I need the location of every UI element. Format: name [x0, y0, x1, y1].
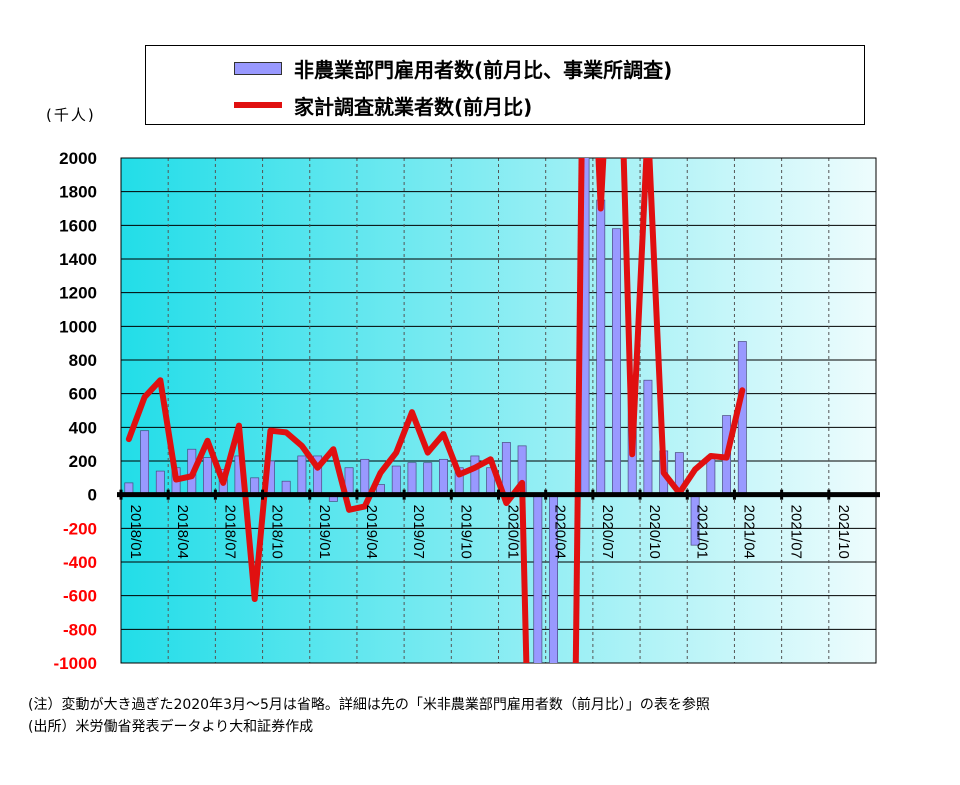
- bar-offscale: [533, 494, 543, 663]
- bar: [407, 462, 417, 496]
- y-tick-label: 1400: [59, 250, 97, 269]
- x-tick-label: 2020/01: [505, 505, 522, 559]
- bar: [612, 228, 621, 496]
- y-tick-label: 1200: [59, 284, 97, 303]
- x-tick-label: 2019/01: [316, 505, 333, 559]
- bar: [439, 458, 448, 496]
- line-segment: [125, 377, 526, 603]
- line-plunge: [519, 482, 530, 663]
- x-tick-label: 2019/10: [457, 505, 474, 559]
- y-tick-label: 1800: [59, 183, 97, 202]
- y-tick-label: 1000: [59, 317, 97, 336]
- x-tick-label: 2021/07: [788, 505, 805, 559]
- y-tick-label: -800: [63, 620, 97, 639]
- y-axis-ticks: 2000180016001400120010008006004002000-20…: [54, 149, 97, 673]
- footnote-source: (出所）米労働省発表データより大和証券作成: [28, 719, 314, 735]
- y-tick-label: 0: [88, 486, 97, 505]
- x-tick-label: 2020/07: [599, 505, 616, 559]
- x-tick-label: 2018/04: [174, 505, 191, 559]
- x-tick-label: 2020/10: [646, 505, 663, 559]
- x-axis-ticks: 2018/01 2018/04 2018/07 2018/10 2019/01 2019/…: [127, 505, 852, 559]
- x-tick-label: 2019/04: [363, 505, 380, 559]
- x-tick-label: 2018/07: [221, 505, 238, 559]
- bar: [643, 379, 653, 496]
- legend-line-label: 家計調査就業者数(前月比): [294, 94, 533, 119]
- y-tick-label: 800: [69, 351, 97, 370]
- legend-item-bars: 非農業部門雇用者数(前月比、事業所調査): [234, 55, 673, 82]
- y-tick-label: -200: [63, 519, 97, 538]
- x-tick-label: 2021/10: [835, 505, 852, 559]
- footnotes: (注）変動が大き過ぎた2020年3月～5月は省略。詳細は先の「米非農業部門雇用者…: [28, 694, 710, 738]
- zero-axis: [117, 489, 880, 500]
- x-tick-label: 2019/07: [410, 505, 427, 559]
- y-tick-label: -400: [63, 553, 97, 572]
- bar: [423, 462, 433, 496]
- bar: [737, 341, 747, 496]
- y-tick-label: 200: [69, 452, 97, 471]
- legend-bar-swatch: [234, 61, 282, 75]
- y-unit-label: (千人): [46, 106, 96, 124]
- bar: [203, 457, 212, 496]
- grid: [120, 157, 877, 664]
- bar: [391, 465, 401, 496]
- plot-border: [120, 157, 877, 664]
- x-tick-label: 2021/04: [740, 505, 757, 559]
- legend-line-swatch: [234, 102, 282, 108]
- y-tick-label: -1000: [54, 654, 97, 673]
- bar: [596, 199, 606, 496]
- legend-item-line: 家計調査就業者数(前月比): [234, 92, 533, 119]
- x-tick-label: 2021/01: [693, 505, 710, 559]
- x-tick-label: 2018/10: [269, 505, 286, 559]
- y-tick-label: 400: [69, 418, 97, 437]
- bar: [155, 470, 165, 496]
- line-rise: [572, 158, 585, 663]
- line-series: [125, 158, 746, 663]
- line-segment: [595, 158, 746, 496]
- bar: [360, 458, 370, 496]
- bar: [140, 430, 150, 496]
- y-tick-label: 1600: [59, 216, 97, 235]
- bar: [470, 455, 480, 496]
- legend: 非農業部門雇用者数(前月比、事業所調査) 家計調査就業者数(前月比): [145, 45, 865, 125]
- legend-bar-label: 非農業部門雇用者数(前月比、事業所調査): [294, 57, 673, 82]
- x-tick-label: 2020/04: [552, 505, 569, 559]
- y-tick-label: 600: [69, 385, 97, 404]
- y-tick-label: 2000: [59, 149, 97, 168]
- bar: [297, 455, 307, 496]
- footnote-note: (注）変動が大き過ぎた2020年3月～5月は省略。詳細は先の「米非農業部門雇用者…: [28, 697, 710, 713]
- y-tick-label: -600: [63, 587, 97, 606]
- x-tick-label: 2018/01: [127, 505, 144, 559]
- bar: [250, 477, 260, 496]
